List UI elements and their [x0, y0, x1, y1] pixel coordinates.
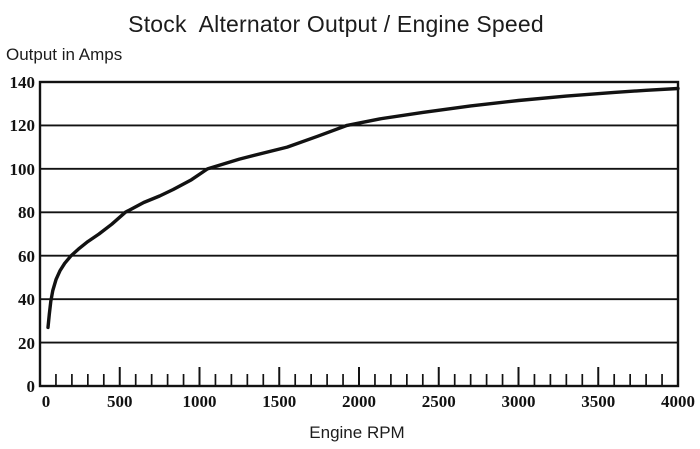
x-tick-label-4000: 4000 — [661, 392, 695, 411]
x-tick-label-3000: 3000 — [501, 392, 536, 411]
x-axis-ticks — [55, 367, 679, 386]
y-tick-label-0: 0 — [26, 377, 36, 396]
plot-border — [38, 80, 680, 388]
x-tick-label-3500: 3500 — [581, 392, 616, 411]
gridlines — [40, 124, 678, 344]
y-tick-label-20: 20 — [18, 333, 35, 353]
y-tick-label-140: 140 — [9, 73, 36, 92]
output-curve — [46, 86, 680, 330]
x-tick-label-1000: 1000 — [182, 392, 217, 411]
y-tick-label-80: 80 — [18, 203, 35, 223]
x-axis-label: Engine RPM — [309, 423, 405, 442]
x-tick-label-2000: 2000 — [342, 392, 376, 411]
y-axis-label: Output in Amps — [6, 45, 123, 64]
plot-frame — [38, 80, 680, 388]
alternator-output-curve — [46, 86, 680, 330]
y-tick-label-40: 40 — [18, 290, 35, 310]
y-tick-label-60: 60 — [18, 246, 35, 266]
y-tick-label-100: 100 — [9, 159, 36, 179]
x-tick-label-2500: 2500 — [421, 392, 456, 411]
x-tick-label-0: 0 — [41, 392, 51, 411]
chart-title: Stock Alternator Output / Engine Speed — [128, 11, 544, 37]
y-tick-label-120: 120 — [9, 116, 36, 136]
x-tick-label-1500: 1500 — [262, 392, 297, 411]
x-tick-label-500: 500 — [107, 392, 133, 411]
